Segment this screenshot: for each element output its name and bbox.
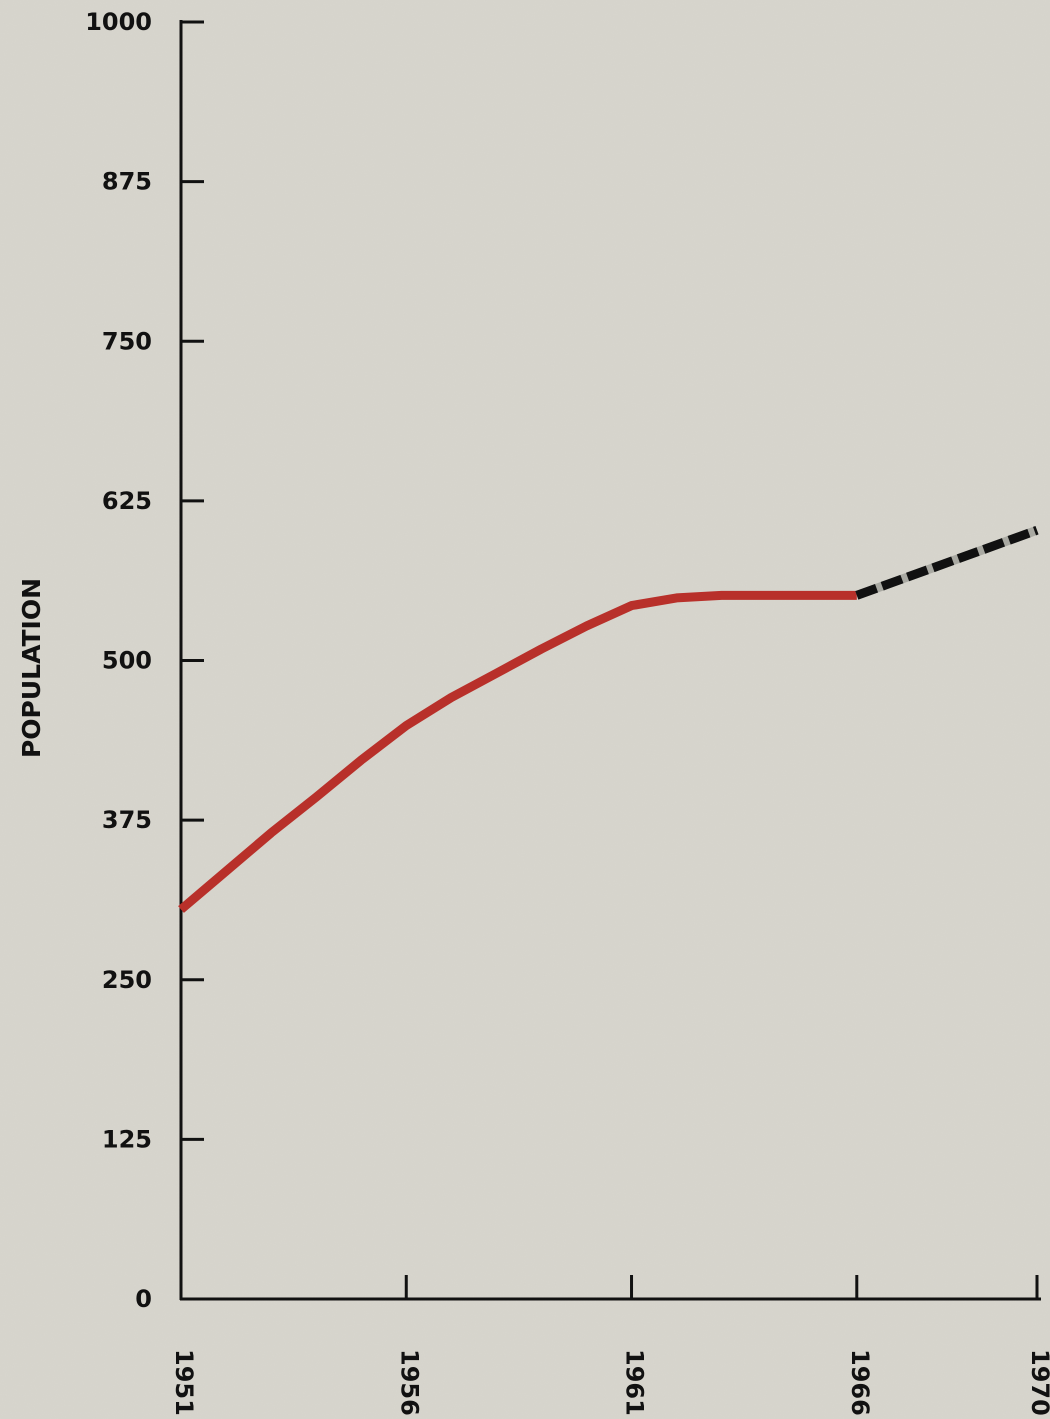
x-tick-label: 1966 (846, 1349, 874, 1416)
y-tick-label: 375 (102, 806, 152, 834)
y-axis-title: POPULATION (17, 578, 46, 758)
projection-dashed-line (855, 525, 1039, 600)
x-tick-label: 1961 (621, 1349, 649, 1416)
x-axis-ticks: 1951 1956 1961 1966 1970 (170, 1275, 1050, 1416)
y-tick-label: 250 (102, 966, 152, 994)
y-tick-label: 750 (102, 327, 152, 355)
y-tick-label: 875 (102, 168, 152, 196)
y-tick-label: 1000 (85, 8, 152, 36)
y-tick-label: 625 (102, 487, 152, 515)
population-line (178, 590, 857, 913)
y-tick-label: 0 (135, 1285, 152, 1313)
x-tick-label: 1970 (1026, 1349, 1050, 1416)
x-tick-label: 1951 (170, 1349, 198, 1416)
x-tick-label: 1956 (395, 1349, 423, 1416)
series-layer (178, 525, 1039, 913)
y-tick-label: 125 (102, 1125, 152, 1153)
y-axis-ticks: 0 125 250 375 500 625 750 875 1000 (85, 8, 204, 1313)
y-tick-label: 500 (102, 647, 152, 675)
